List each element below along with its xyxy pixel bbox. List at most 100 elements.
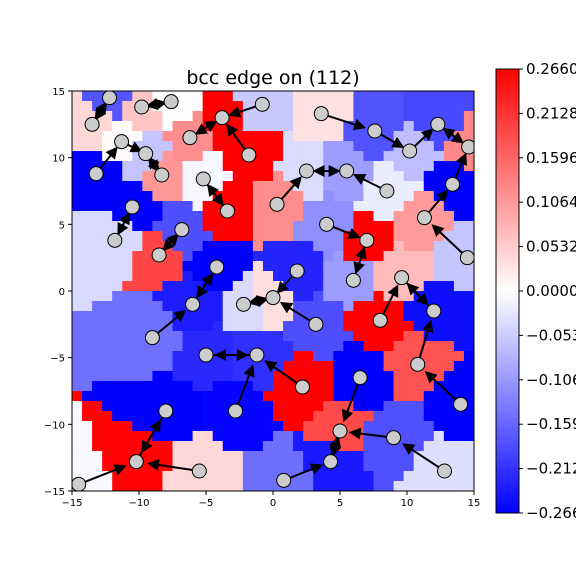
heatmap-cell bbox=[383, 301, 395, 312]
y-tick-label: 10 bbox=[52, 154, 65, 165]
heatmap-cell bbox=[142, 261, 153, 272]
heatmap-cell bbox=[202, 261, 214, 272]
heatmap-cell bbox=[222, 271, 234, 282]
heatmap-cell bbox=[413, 261, 425, 272]
heatmap-cell bbox=[373, 391, 385, 402]
heatmap-cell bbox=[453, 271, 465, 282]
heatmap-cell bbox=[353, 321, 365, 332]
heatmap-cell bbox=[212, 401, 224, 412]
heatmap-cell bbox=[122, 171, 133, 182]
heatmap-cell bbox=[303, 481, 314, 491]
heatmap-cell bbox=[182, 151, 194, 162]
heatmap-cell bbox=[443, 161, 455, 172]
heatmap-cell bbox=[293, 101, 304, 112]
heatmap-cell bbox=[423, 391, 435, 402]
heatmap-cell bbox=[152, 191, 164, 202]
heatmap-cell bbox=[192, 101, 204, 112]
heatmap-cell bbox=[92, 431, 103, 442]
heatmap-cell bbox=[363, 331, 375, 342]
heatmap-cell bbox=[82, 381, 93, 392]
heatmap-cell bbox=[242, 431, 254, 442]
heatmap-cell bbox=[162, 251, 174, 262]
heatmap-cell bbox=[112, 181, 123, 192]
heatmap-cell bbox=[122, 431, 133, 442]
heatmap-cell bbox=[72, 331, 83, 342]
heatmap-cell bbox=[112, 271, 123, 282]
heatmap-cell bbox=[463, 461, 474, 472]
heatmap-cell bbox=[403, 181, 415, 192]
heatmap-cell bbox=[293, 451, 304, 462]
heatmap-cell bbox=[463, 481, 474, 491]
heatmap-cell bbox=[82, 221, 93, 232]
heatmap-cell bbox=[202, 461, 214, 472]
heatmap-cell bbox=[262, 481, 274, 491]
heatmap-cell bbox=[413, 281, 425, 292]
heatmap-cell bbox=[313, 431, 324, 442]
heatmap-cell bbox=[202, 301, 214, 312]
heatmap-cell bbox=[152, 121, 164, 132]
heatmap-cell bbox=[343, 201, 354, 212]
heatmap-cell bbox=[242, 271, 254, 282]
heatmap-cell bbox=[102, 321, 113, 332]
heatmap-cell bbox=[333, 191, 344, 202]
heatmap-cell bbox=[323, 121, 334, 132]
heatmap-cell bbox=[373, 191, 385, 202]
heatmap-cell bbox=[162, 351, 174, 362]
heatmap-cell bbox=[252, 321, 264, 332]
heatmap-cell bbox=[363, 161, 375, 172]
heatmap-cell bbox=[232, 441, 244, 452]
heatmap-cell bbox=[313, 281, 324, 292]
heatmap-cell bbox=[383, 221, 395, 232]
heatmap-cell bbox=[132, 421, 143, 432]
heatmap-cell bbox=[293, 121, 304, 132]
heatmap-cell bbox=[232, 361, 244, 372]
heatmap-cell bbox=[122, 311, 133, 322]
heatmap-cell bbox=[273, 191, 284, 202]
heatmap-cell bbox=[363, 321, 375, 332]
heatmap-cell bbox=[363, 461, 375, 472]
heatmap-cell bbox=[102, 451, 113, 462]
heatmap-cell bbox=[192, 211, 204, 222]
heatmap-cell bbox=[72, 421, 83, 432]
heatmap-cell bbox=[232, 351, 244, 362]
heatmap-cell bbox=[122, 161, 133, 172]
heatmap-cell bbox=[262, 181, 274, 192]
heatmap-cell bbox=[262, 371, 274, 382]
heatmap-cell bbox=[383, 461, 395, 472]
heatmap-cell bbox=[172, 411, 184, 422]
heatmap-cell bbox=[72, 181, 83, 192]
heatmap-cell bbox=[273, 91, 284, 102]
heatmap-cell bbox=[443, 421, 455, 432]
heatmap-cell bbox=[313, 341, 324, 352]
heatmap-cell bbox=[112, 391, 123, 402]
heatmap-cell bbox=[132, 411, 143, 422]
heatmap-cell bbox=[383, 151, 395, 162]
heatmap-cell bbox=[182, 391, 194, 402]
heatmap-cell bbox=[463, 151, 474, 162]
heatmap-cell bbox=[172, 391, 184, 402]
heatmap-cell bbox=[463, 401, 474, 412]
heatmap-cell bbox=[212, 231, 224, 242]
heatmap-cell bbox=[293, 111, 304, 122]
heatmap-cell bbox=[373, 341, 385, 352]
heatmap-cell bbox=[273, 321, 284, 332]
heatmap-cell bbox=[373, 151, 385, 162]
heatmap-cell bbox=[423, 411, 435, 422]
heatmap-cell bbox=[353, 141, 365, 152]
heatmap-cell bbox=[393, 371, 405, 382]
heatmap-cell bbox=[212, 171, 224, 182]
heatmap-cell bbox=[202, 481, 214, 491]
heatmap-cell bbox=[383, 381, 395, 392]
heatmap-cell bbox=[162, 451, 174, 462]
atom-column bbox=[313, 106, 329, 122]
heatmap-cell bbox=[182, 261, 194, 272]
heatmap-cell bbox=[172, 251, 184, 262]
heatmap-cell bbox=[72, 161, 83, 172]
heatmap-cell bbox=[232, 171, 244, 182]
heatmap-cell bbox=[232, 201, 244, 212]
heatmap-cell bbox=[443, 151, 455, 162]
heatmap-cell bbox=[343, 141, 354, 152]
heatmap-cell bbox=[122, 251, 133, 262]
heatmap-cell bbox=[112, 311, 123, 322]
heatmap-cell bbox=[413, 431, 425, 442]
